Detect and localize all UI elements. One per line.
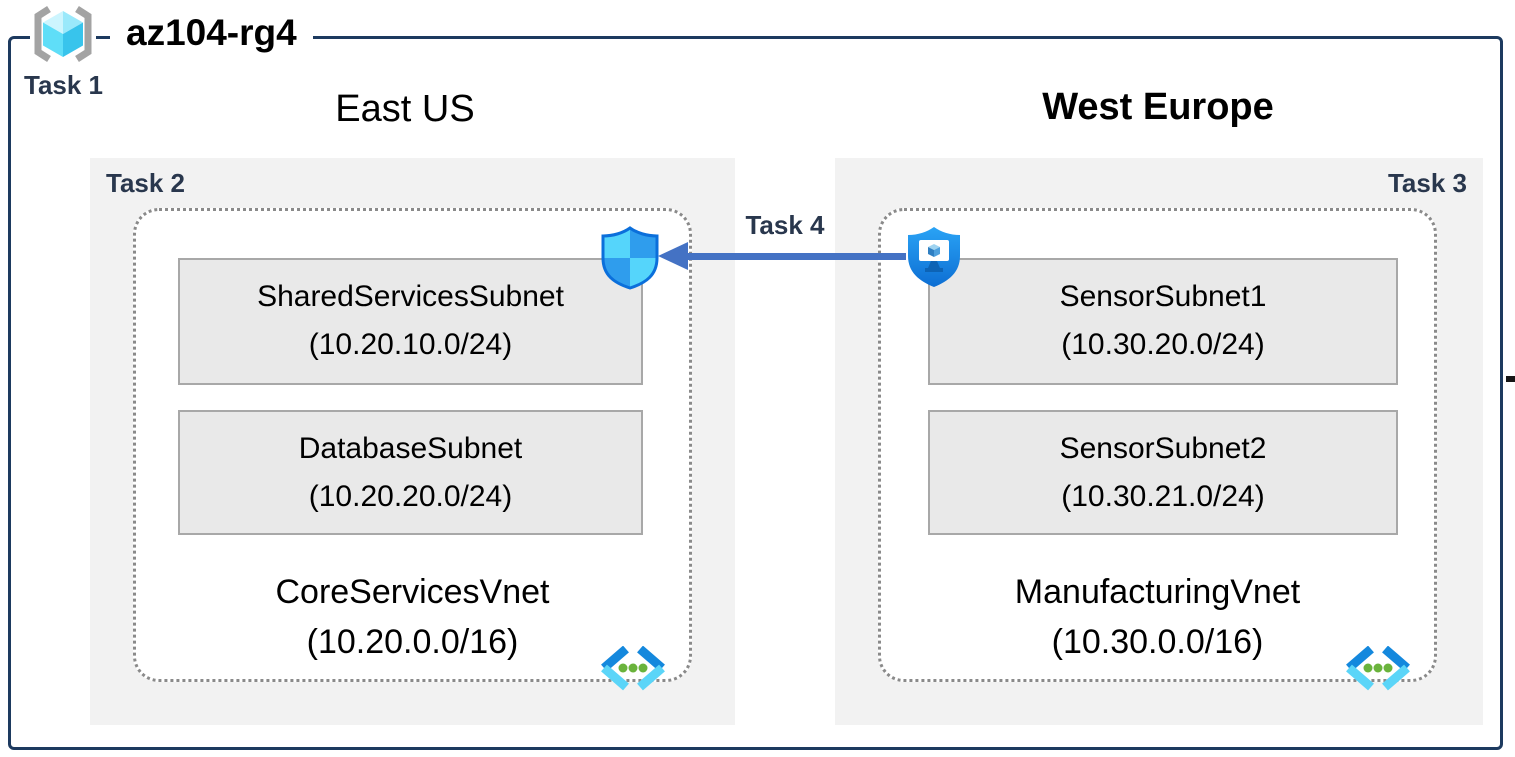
task-1-label: Task 1 — [24, 70, 104, 100]
vnet-box-manufacturing: SensorSubnet1 (10.30.20.0/24) SensorSubn… — [878, 208, 1437, 691]
task-4-label: Task 4 — [745, 210, 825, 240]
subnet-name: DatabaseSubnet — [298, 432, 523, 465]
vnet-cidr: (10.20.0.0/16) — [306, 623, 519, 661]
region-title-east-us: East US — [335, 88, 475, 130]
bastion-icon — [906, 226, 962, 288]
subnet-name: SensorSubnet1 — [1059, 280, 1267, 313]
vnet-label-manufacturing: ManufacturingVnet (10.30.0.0/16) — [881, 567, 1434, 667]
virtual-network-icon — [1343, 645, 1413, 692]
network-security-group-icon — [600, 226, 660, 290]
subnet-cidr: (10.30.21.0/24) — [1061, 480, 1265, 513]
task-3-label: Task 3 — [1387, 168, 1467, 198]
subnet-cidr: (10.30.20.0/24) — [1061, 328, 1265, 361]
vnet-name: ManufacturingVnet — [1014, 573, 1301, 611]
vnet-box-coreservices: SharedServicesSubnet (10.20.10.0/24) Dat… — [133, 208, 692, 691]
subnet-box-sensor1: SensorSubnet1 (10.30.20.0/24) — [928, 258, 1398, 385]
right-edge-dash — [1506, 376, 1515, 382]
region-panel-east-us: Task 2 SharedServicesSubnet (10.2 — [90, 158, 735, 725]
subnet-name: SharedServicesSubnet — [257, 280, 564, 313]
subnet-cidr: (10.20.20.0/24) — [308, 480, 513, 513]
subnet-cidr: (10.20.10.0/24) — [308, 328, 513, 361]
resource-group-icon — [30, 5, 96, 63]
page-title: az104-rg4 — [110, 12, 313, 54]
virtual-network-icon — [598, 645, 668, 692]
subnet-name: SensorSubnet2 — [1059, 432, 1267, 465]
region-panel-west-europe: Task 3 SensorSubnet1 — [835, 158, 1483, 725]
resource-group-boundary — [8, 36, 1503, 750]
vnet-cidr: (10.30.0.0/16) — [1051, 623, 1264, 661]
subnet-box-sensor2: SensorSubnet2 (10.30.21.0/24) — [928, 410, 1398, 535]
peering-arrow-line — [688, 253, 906, 260]
subnet-box-sharedservices: SharedServicesSubnet (10.20.10.0/24) — [178, 258, 643, 385]
peering-arrow-head — [658, 242, 688, 270]
task-2-label: Task 2 — [106, 168, 186, 198]
vnet-label-coreservices: CoreServicesVnet (10.20.0.0/16) — [136, 567, 689, 667]
region-title-west-europe: West Europe — [1042, 86, 1274, 128]
subnet-box-database: DatabaseSubnet (10.20.20.0/24) — [178, 410, 643, 535]
vnet-name: CoreServicesVnet — [275, 573, 550, 611]
